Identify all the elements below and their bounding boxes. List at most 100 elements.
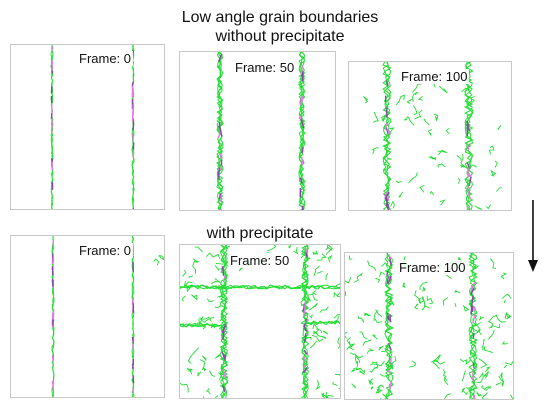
dislocation-segment <box>381 343 390 353</box>
dislocation-segment <box>480 385 492 391</box>
defect-segment <box>385 199 390 209</box>
dislocation-segment <box>191 294 198 301</box>
dislocation-segment <box>469 96 475 105</box>
dislocation-segment <box>350 343 355 348</box>
dislocation-segment <box>377 384 385 389</box>
dislocation-segment <box>488 324 501 329</box>
dislocation-segment <box>462 305 470 312</box>
dislocation-segment <box>214 305 221 309</box>
dislocation-segment <box>351 383 356 389</box>
dislocation-segment <box>214 285 221 290</box>
dislocation-segment <box>442 297 449 306</box>
boundary-line <box>180 284 340 290</box>
dislocation-segment <box>412 105 418 116</box>
defect-segment <box>301 205 304 210</box>
dislocation-segment <box>496 187 502 192</box>
dislocation-segment <box>381 114 387 123</box>
dislocation-segment <box>180 382 189 393</box>
dislocation-segment <box>414 303 419 310</box>
dislocation-segment <box>210 322 216 329</box>
dislocation-segment <box>500 372 503 379</box>
dislocation-segment <box>288 245 292 249</box>
boundary-line <box>180 322 223 328</box>
defect-segment <box>472 333 475 339</box>
dislocation-segment <box>494 160 498 168</box>
dislocation-segment <box>308 302 318 311</box>
dislocation-segment <box>193 322 207 330</box>
dislocation-segment <box>325 245 333 255</box>
grain-boundary-plot <box>50 45 135 209</box>
dislocation-segment <box>333 313 340 319</box>
defect-segment <box>299 95 303 106</box>
dislocation-segment <box>214 354 221 359</box>
dislocation-segment <box>444 393 451 399</box>
dislocation-segment <box>469 349 475 356</box>
dislocation-segment <box>474 205 483 210</box>
dislocation-segment <box>509 394 513 399</box>
dislocation-segment <box>203 367 207 372</box>
dislocation-segment <box>192 260 200 275</box>
defect-segment <box>217 171 220 180</box>
dislocation-segment <box>423 118 430 126</box>
dislocation-segment <box>186 285 195 293</box>
dislocation-segment <box>419 281 428 291</box>
dislocation-segment <box>345 283 346 285</box>
defect-segment <box>302 355 307 362</box>
dislocation-segment <box>445 127 450 135</box>
dislocation-segment <box>370 386 374 390</box>
panel-with-precipitate-frame-0: Frame: 0 <box>10 235 165 398</box>
dislocation-segment <box>472 265 479 271</box>
dislocation-segment <box>183 281 193 288</box>
boundary-line <box>384 253 395 399</box>
dislocation-segment <box>208 370 215 377</box>
defect-segment <box>221 266 225 276</box>
boundary-line <box>216 52 224 210</box>
defect-segment <box>302 307 307 316</box>
dislocation-segment <box>439 85 448 94</box>
dislocation-segment <box>390 200 395 209</box>
dislocation-segment <box>490 169 497 177</box>
dislocation-segment <box>375 309 382 318</box>
defect-segment <box>472 362 475 369</box>
dislocation-segment <box>210 278 222 285</box>
dislocation-segment <box>186 368 194 375</box>
dislocation-segment <box>332 381 338 386</box>
defect-segment <box>466 120 470 127</box>
dislocation-segment <box>503 299 506 304</box>
defect-segment <box>219 126 223 137</box>
dislocation-segment <box>380 397 387 399</box>
dislocation-segment <box>402 282 406 289</box>
dislocation-segment <box>444 376 449 386</box>
boundary-line <box>298 52 306 210</box>
dislocation-segment <box>368 378 374 385</box>
dislocation-segment <box>316 271 323 274</box>
dislocation-segment <box>194 246 203 253</box>
dislocation-segment <box>219 348 223 360</box>
boundary-line <box>464 62 474 210</box>
defect-segment <box>299 177 303 184</box>
dislocation-segment <box>366 347 375 354</box>
defect-segment <box>301 146 304 154</box>
defect-segment <box>389 381 392 390</box>
dislocation-segment <box>421 305 430 311</box>
dislocation-segment <box>504 360 513 366</box>
dislocation-segment <box>334 373 340 377</box>
dislocation-segment <box>374 318 383 323</box>
defect-segment <box>304 301 307 309</box>
dislocation-segment <box>327 254 333 263</box>
defect-segment <box>385 202 390 210</box>
dislocation-segment <box>373 309 379 321</box>
dislocation-segment <box>390 297 395 306</box>
panel-no-precipitate-frame-50: Frame: 50 <box>179 51 336 211</box>
dislocation-segment <box>322 330 329 335</box>
dislocation-segment <box>325 272 329 281</box>
dislocation-segment <box>345 276 352 284</box>
boundary-line <box>382 62 392 210</box>
dislocation-segment <box>505 312 512 320</box>
defect-segment <box>301 157 304 166</box>
dislocation-segment <box>218 323 228 330</box>
dislocation-segment <box>474 328 482 336</box>
dislocation-segment <box>466 386 476 392</box>
dislocation-segment <box>214 265 220 271</box>
dislocation-segment <box>346 337 351 346</box>
